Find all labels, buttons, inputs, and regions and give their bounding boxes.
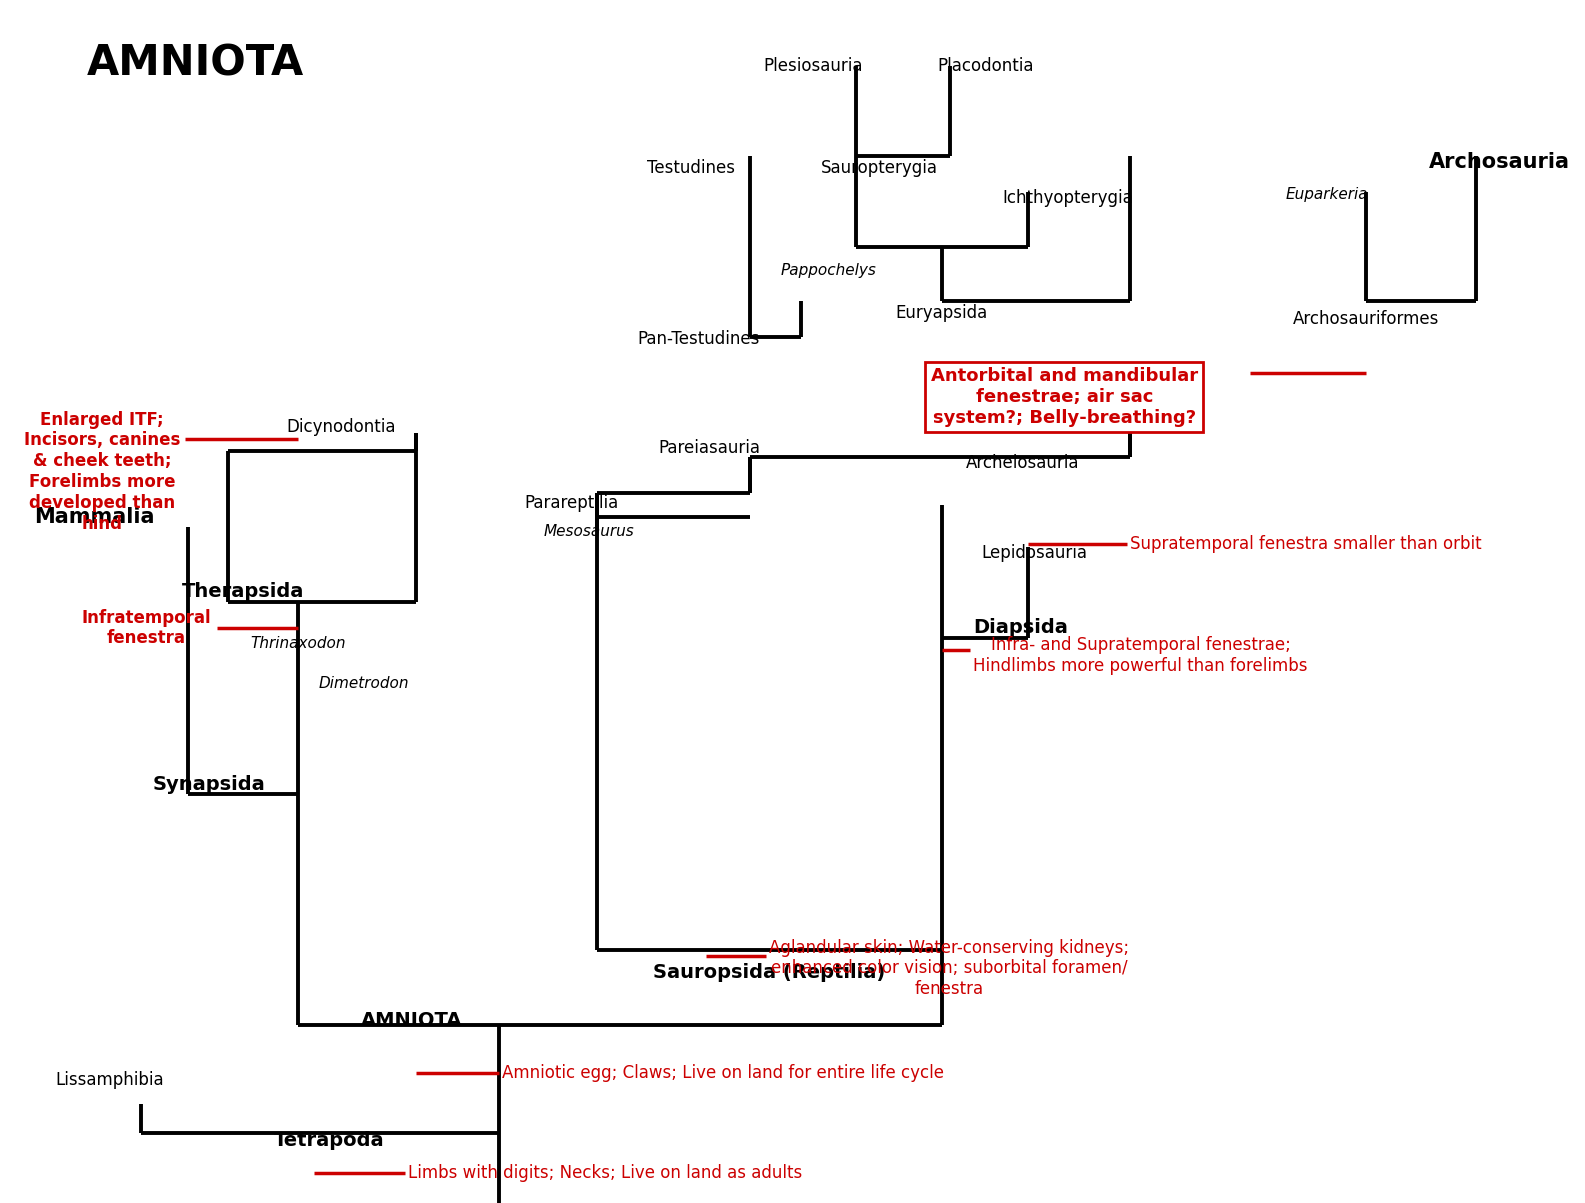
Text: Antorbital and mandibular
fenestrae; air sac
system?; Belly-breathing?: Antorbital and mandibular fenestrae; air… [930,367,1198,427]
Text: Euryapsida: Euryapsida [896,304,987,321]
Text: Lepidosauria: Lepidosauria [981,545,1087,562]
Text: Dicynodontia: Dicynodontia [285,419,395,435]
Text: Synapsida: Synapsida [152,775,265,794]
Text: Archelosauria: Archelosauria [965,455,1079,472]
Text: Archosauriformes: Archosauriformes [1292,310,1439,327]
Text: Pappochelys: Pappochelys [781,263,877,278]
Text: Placodontia: Placodontia [938,58,1033,75]
Text: Pareiasauria: Pareiasauria [658,439,761,456]
Text: Euparkeria: Euparkeria [1285,188,1368,202]
Text: Archosauria: Archosauria [1428,153,1569,172]
Text: AMNIOTA: AMNIOTA [86,42,304,84]
Text: Aglandular skin; Water-conserving kidneys;
enhanced color vision; suborbital for: Aglandular skin; Water-conserving kidney… [769,938,1130,998]
Text: Supratemporal fenestra smaller than orbit: Supratemporal fenestra smaller than orbi… [1130,535,1482,552]
Text: Sauropterygia: Sauropterygia [821,160,938,177]
Text: AMNIOTA: AMNIOTA [360,1011,463,1030]
Text: Amniotic egg; Claws; Live on land for entire life cycle: Amniotic egg; Claws; Live on land for en… [502,1065,945,1081]
Text: Testudines: Testudines [647,160,735,177]
Text: Plesiosauria: Plesiosauria [764,58,862,75]
Text: Dimetrodon: Dimetrodon [319,676,409,691]
Text: Pan-Testudines: Pan-Testudines [637,331,759,348]
Text: Diapsida: Diapsida [973,618,1068,638]
Text: Sauropsida (Reptilia): Sauropsida (Reptilia) [653,962,886,982]
Text: Ichthyopterygia: Ichthyopterygia [1002,190,1133,207]
Text: Infra- and Supratemporal fenestrae;
Hindlimbs more powerful than forelimbs: Infra- and Supratemporal fenestrae; Hind… [973,636,1308,675]
Text: Mesosaurus: Mesosaurus [544,525,634,539]
Text: Therapsida: Therapsida [182,582,304,602]
Text: Parareptilia: Parareptilia [525,494,618,511]
Text: Enlarged ITF;
Incisors, canines
& cheek teeth;
Forelimbs more
developed than
hin: Enlarged ITF; Incisors, canines & cheek … [24,410,181,533]
Text: Thrinaxodon: Thrinaxodon [250,636,346,651]
Text: Mammalia: Mammalia [33,508,154,527]
Text: Limbs with digits; Necks; Live on land as adults: Limbs with digits; Necks; Live on land a… [409,1165,802,1181]
Text: Infratemporal
fenestra: Infratemporal fenestra [81,609,211,647]
Text: Tetrapoda: Tetrapoda [274,1131,385,1150]
Text: Lissamphibia: Lissamphibia [55,1071,165,1089]
